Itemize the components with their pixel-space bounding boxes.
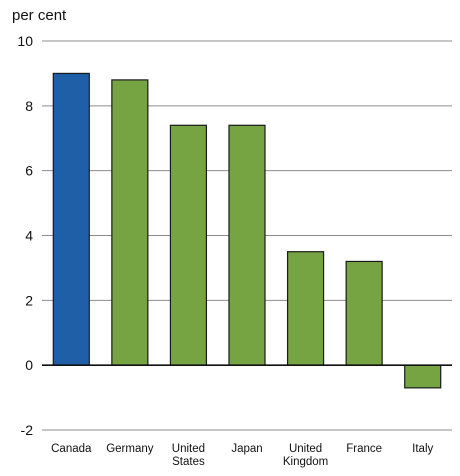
bar <box>111 79 149 366</box>
y-axis-unit-label: per cent <box>12 7 67 24</box>
category-label: United <box>172 443 205 455</box>
y-tick-label: 6 <box>25 163 33 179</box>
y-tick-label: 0 <box>25 357 33 373</box>
category-label: Kingdom <box>283 456 328 468</box>
bar <box>286 251 325 366</box>
category-label: Germany <box>106 443 154 455</box>
category-label: United <box>289 443 322 455</box>
y-tick-label: 2 <box>25 292 33 308</box>
bar <box>169 124 208 366</box>
y-tick-label: -2 <box>21 422 34 438</box>
y-tick-labels: -2 0 2 4 6 8 10 <box>17 33 33 438</box>
category-label: Japan <box>231 443 262 455</box>
bar <box>228 124 266 366</box>
y-tick-label: 10 <box>17 33 33 49</box>
bars <box>52 72 442 389</box>
bar <box>52 72 90 366</box>
bar <box>345 260 383 366</box>
category-label: Canada <box>51 443 92 455</box>
bar <box>404 364 442 389</box>
category-label: Italy <box>412 443 433 455</box>
y-tick-label: 8 <box>25 98 33 114</box>
category-label: States <box>172 456 205 468</box>
y-tick-label: 4 <box>25 228 33 244</box>
category-label: France <box>346 443 382 455</box>
